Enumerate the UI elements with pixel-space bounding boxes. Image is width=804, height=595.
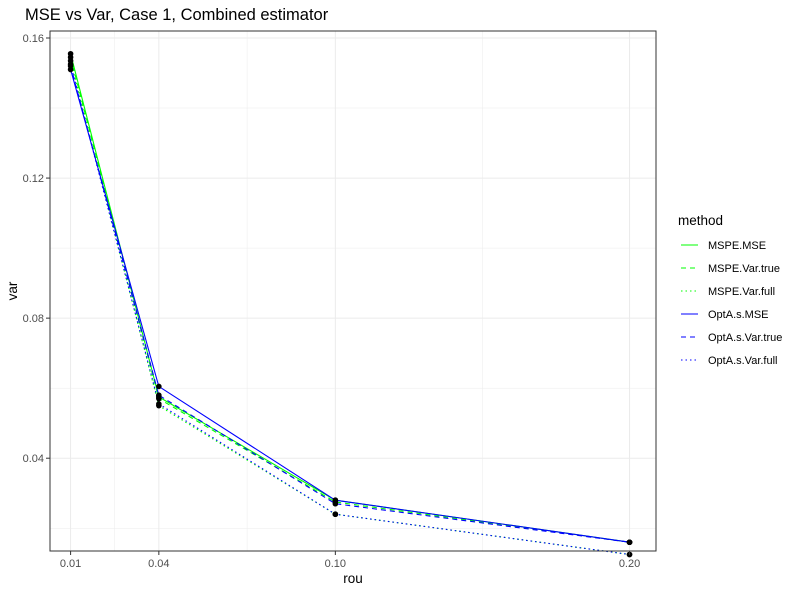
y-axis-title: var — [5, 281, 20, 300]
series-lines — [70, 53, 630, 556]
x-tick-label: 0.01 — [60, 558, 81, 570]
legend-label: OptA.s.Var.full — [708, 355, 778, 367]
y-tick-label: 0.16 — [23, 33, 44, 45]
x-tick-label: 0.04 — [148, 558, 169, 570]
x-axis: 0.01 0.04 0.10 0.20 — [60, 551, 640, 570]
data-point — [332, 500, 339, 507]
series-line-opta-s-var-true — [70, 65, 630, 543]
y-axis: 0.04 0.08 0.12 0.16 — [23, 33, 50, 465]
gridlines — [50, 31, 656, 551]
series-line-opta-s-var-full — [70, 64, 630, 556]
x-tick-label: 0.20 — [619, 558, 640, 570]
chart-title: MSE vs Var, Case 1, Combined estimator — [25, 6, 329, 24]
data-point — [156, 401, 162, 407]
legend-label: OptA.s.MSE — [708, 309, 769, 321]
data-point — [67, 61, 74, 68]
y-tick-label: 0.08 — [23, 313, 44, 325]
y-tick-label: 0.04 — [23, 453, 44, 465]
legend-label: OptA.s.Var.true — [708, 332, 782, 344]
data-point — [156, 383, 162, 390]
legend-title: method — [678, 213, 723, 228]
legend: method MSPE.MSE MSPE.Var.true MSPE.Var.ful… — [678, 213, 782, 367]
legend-label: MSPE.Var.true — [708, 263, 780, 275]
x-tick-label: 0.10 — [325, 558, 346, 570]
series-line-mspe-var-true — [70, 57, 630, 543]
legend-label: MSPE.MSE — [708, 240, 766, 252]
y-tick-label: 0.12 — [23, 173, 44, 185]
data-point — [626, 539, 633, 546]
plot-panel — [50, 31, 656, 551]
plot-panel-border — [49, 30, 657, 552]
data-point — [156, 392, 162, 398]
data-points — [67, 50, 633, 558]
data-point — [332, 511, 339, 518]
series-line-opta-s-mse — [70, 69, 630, 543]
legend-label: MSPE.Var.full — [708, 286, 775, 298]
x-axis-title: rou — [343, 571, 363, 586]
